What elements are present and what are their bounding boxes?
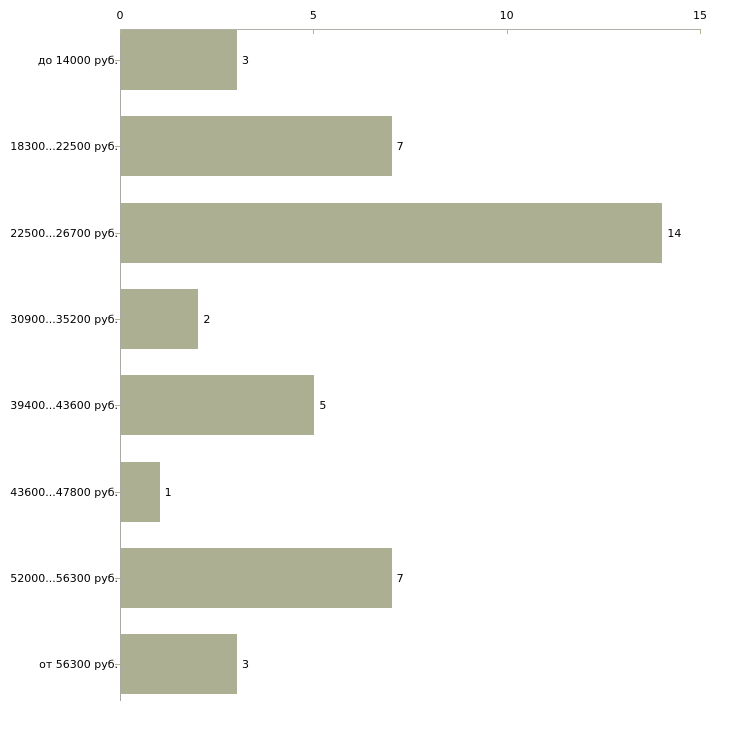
bar-row[interactable]: 18300...22500 руб. 7 [0, 116, 730, 177]
x-tick-mark [506, 29, 508, 34]
category-label: 22500...26700 руб. [10, 226, 118, 240]
bar-value-label: 7 [396, 140, 404, 154]
y-tick-mark [115, 577, 120, 579]
bar[interactable] [121, 202, 663, 263]
category-label: 39400...43600 руб. [10, 399, 118, 413]
bar[interactable] [121, 288, 199, 349]
bar-row[interactable]: 22500...26700 руб. 14 [0, 202, 730, 263]
bar-row[interactable]: 30900...35200 руб. 2 [0, 288, 730, 349]
bar[interactable] [121, 634, 237, 695]
bar-row[interactable]: 39400...43600 руб. 5 [0, 375, 730, 436]
bar-row[interactable]: 52000...56300 руб. 7 [0, 547, 730, 608]
bar-value-label: 3 [242, 658, 249, 672]
y-tick-mark [115, 60, 120, 61]
y-axis-line [120, 29, 121, 701]
y-tick-mark [115, 318, 120, 320]
y-tick-mark [115, 491, 120, 493]
y-tick-mark [115, 664, 120, 666]
bar-row[interactable]: от 56300 руб. 3 [0, 634, 730, 695]
category-label: 52000...56300 руб. [10, 571, 118, 585]
bar-value-label: 14 [667, 226, 682, 240]
bar[interactable] [121, 461, 160, 522]
bar-row[interactable]: до 14000 руб. 3 [0, 30, 730, 90]
category-label: до 14000 руб. [37, 54, 118, 67]
x-tick-label: 5 [309, 9, 317, 22]
category-label: 30900...35200 руб. [10, 312, 118, 326]
bar[interactable] [121, 116, 392, 177]
x-tick-label: 15 [693, 9, 707, 22]
y-tick-mark [115, 146, 120, 148]
x-axis-line [120, 29, 700, 30]
bar-value-label: 7 [396, 571, 404, 585]
category-label: 43600...47800 руб. [10, 485, 118, 499]
category-label: от 56300 руб. [39, 658, 118, 672]
bar-value-label: 1 [164, 485, 172, 499]
category-label: 18300...22500 руб. [10, 140, 118, 154]
bar-value-label: 3 [242, 54, 249, 67]
bar-row[interactable]: 43600...47800 руб. 1 [0, 461, 730, 522]
y-tick-mark [115, 232, 120, 234]
x-tick-mark [313, 29, 315, 34]
bar[interactable] [121, 30, 237, 90]
x-tick-mark [120, 29, 121, 34]
bar-value-label: 5 [319, 399, 327, 413]
bar-value-label: 2 [203, 312, 211, 326]
y-tick-mark [115, 405, 120, 407]
x-tick-label: 0 [116, 9, 124, 22]
bar[interactable] [121, 547, 392, 608]
x-tick-mark [700, 29, 701, 34]
x-tick-label: 10 [499, 9, 514, 22]
bar[interactable] [121, 375, 315, 436]
